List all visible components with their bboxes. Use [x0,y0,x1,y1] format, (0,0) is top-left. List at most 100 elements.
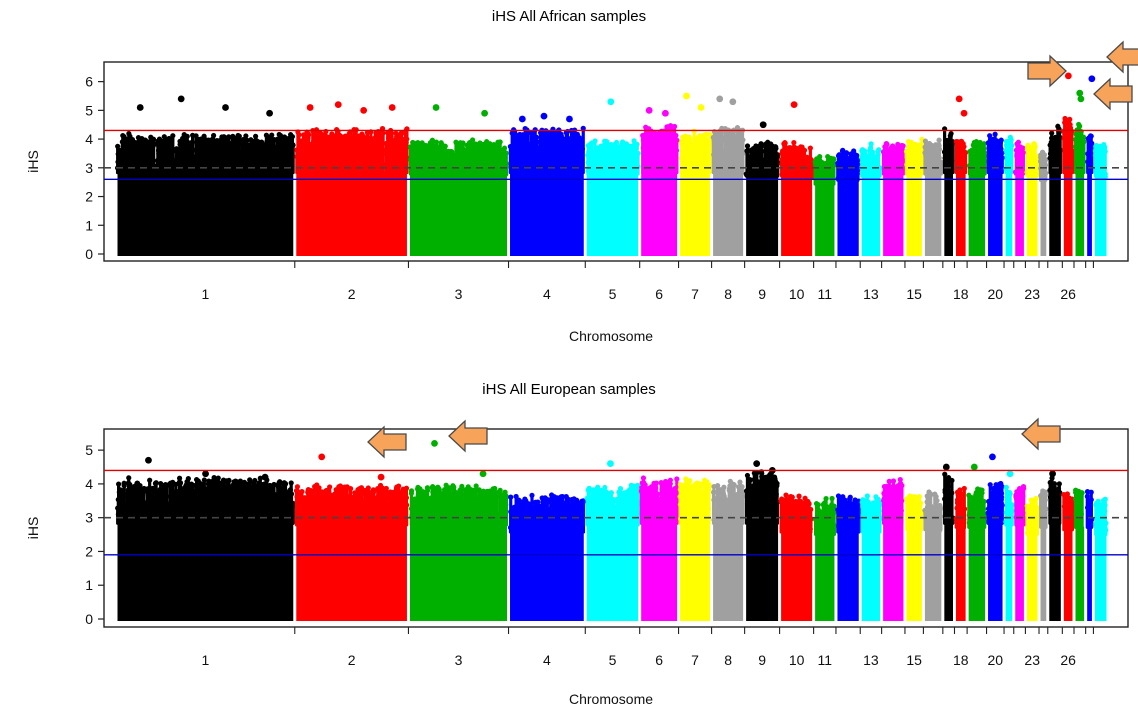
chr-spike [270,135,274,175]
data-point [995,149,1002,155]
data-point [1041,152,1048,158]
data-point [196,137,202,143]
chr-spike [1098,153,1102,178]
data-point [958,138,965,144]
data-point [801,147,808,153]
data-point [989,142,995,148]
chr-body-26 [1063,172,1073,256]
chr-spike [704,134,708,175]
chr-body-20 [988,172,1003,256]
data-point [396,140,403,146]
chr-spike [993,145,998,175]
data-point [126,130,132,137]
chr-spike [1000,157,1004,175]
outlier-point-chr2 [306,104,314,111]
outlier-point-chr18 [955,95,963,103]
data-point [193,147,199,153]
chr-body-9 [746,175,779,256]
data-point [189,139,195,145]
chr-spike [150,140,154,175]
points-outliers [136,72,1096,129]
chr-spike [522,151,526,175]
data-point [580,125,586,131]
data-point [261,142,267,148]
data-point [475,143,481,149]
data-point [1026,158,1032,164]
y-tick-label: 4 [85,131,93,147]
data-point [865,153,871,160]
data-point [1052,134,1058,141]
data-point [1073,131,1079,137]
data-point [495,146,501,152]
chr-body-27 [1075,172,1085,256]
chr-spike [403,133,407,175]
data-point [218,139,224,146]
chr-spike [390,140,394,175]
data-point [918,155,924,162]
x-tick-label: 2 [348,286,356,302]
outlier-point-chr4 [540,112,548,120]
data-point [557,131,563,137]
chr-body-25 [1049,172,1061,256]
x-tick-label: 3 [455,286,463,302]
data-point [332,133,338,139]
data-point [791,139,797,146]
data-point [235,132,241,139]
chr-spike [360,148,364,175]
data-point [922,138,929,144]
data-point [235,140,241,147]
y-tick-label: 3 [85,160,93,176]
chr-spike [492,144,496,176]
chr-spike [204,142,209,175]
data-point [542,135,549,142]
chr-spike [1070,151,1074,175]
chart-title-european: iHS All European samples [482,381,656,398]
data-point [184,133,190,139]
chr-spike [719,142,723,175]
data-point [715,133,721,139]
chr-body-7 [680,172,711,256]
x-tick-label: 13 [863,286,879,302]
x-tick-label: 10 [789,286,805,302]
chr-spike [938,165,943,176]
data-point [744,143,751,149]
data-point [319,157,325,163]
data-point [612,145,618,151]
data-point [297,154,303,161]
data-point [933,161,939,167]
chr-spike [290,145,294,175]
data-point [275,138,282,144]
data-point [591,156,597,162]
chr-spike [1039,157,1043,182]
data-point [592,138,598,144]
chr-spike [1018,146,1022,176]
chr-spike [460,150,464,176]
data-point [402,130,408,137]
data-point [373,130,379,137]
data-point [1062,117,1068,123]
data-point [364,129,371,136]
outlier-point-chr4 [518,115,526,123]
chr-spike [548,141,552,175]
chr-spike [426,151,430,176]
chr-spike [140,138,144,175]
data-point [711,138,717,144]
chr-body-29 [1094,175,1107,256]
chr-spike [370,151,374,175]
chr-spike [306,133,310,175]
data-point [1088,133,1094,139]
chr-spike [518,134,522,175]
data-point [501,145,508,151]
chr-body-24 [1040,179,1047,256]
chr-spike [286,147,290,175]
chr-spike [397,142,402,175]
y-tick-label: 0 [85,246,93,262]
data-point [121,134,127,140]
data-point [734,136,740,142]
chr-spike [840,161,844,182]
data-point [302,149,308,155]
chr-spike [338,162,343,175]
data-point [243,139,249,145]
outlier-point-chr18 [960,109,968,117]
plot-frame [103,61,1129,262]
